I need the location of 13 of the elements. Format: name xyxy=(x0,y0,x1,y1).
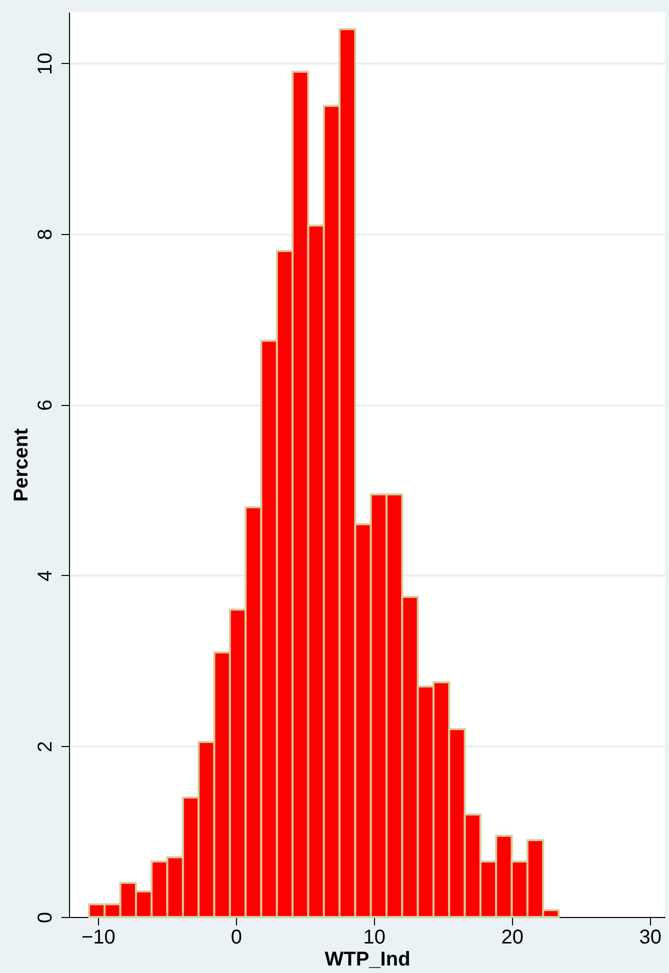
y-tick-label: 10 xyxy=(34,52,56,75)
x-tick-label: 10 xyxy=(363,926,386,948)
y-tick-label: 0 xyxy=(34,912,56,924)
y-axis-title: Percent xyxy=(10,428,32,502)
x-tick-label: 0 xyxy=(230,926,242,948)
y-tick-label: 4 xyxy=(34,570,56,582)
y-tick-label: 2 xyxy=(34,741,56,752)
x-tick-label: 30 xyxy=(639,926,662,948)
x-tick-label: 20 xyxy=(501,926,524,948)
x-tick-label: −10 xyxy=(82,926,116,948)
y-tick-label: 6 xyxy=(34,400,56,411)
y-tick-label: 8 xyxy=(34,228,56,240)
x-axis-title: WTP_Ind xyxy=(324,948,410,970)
